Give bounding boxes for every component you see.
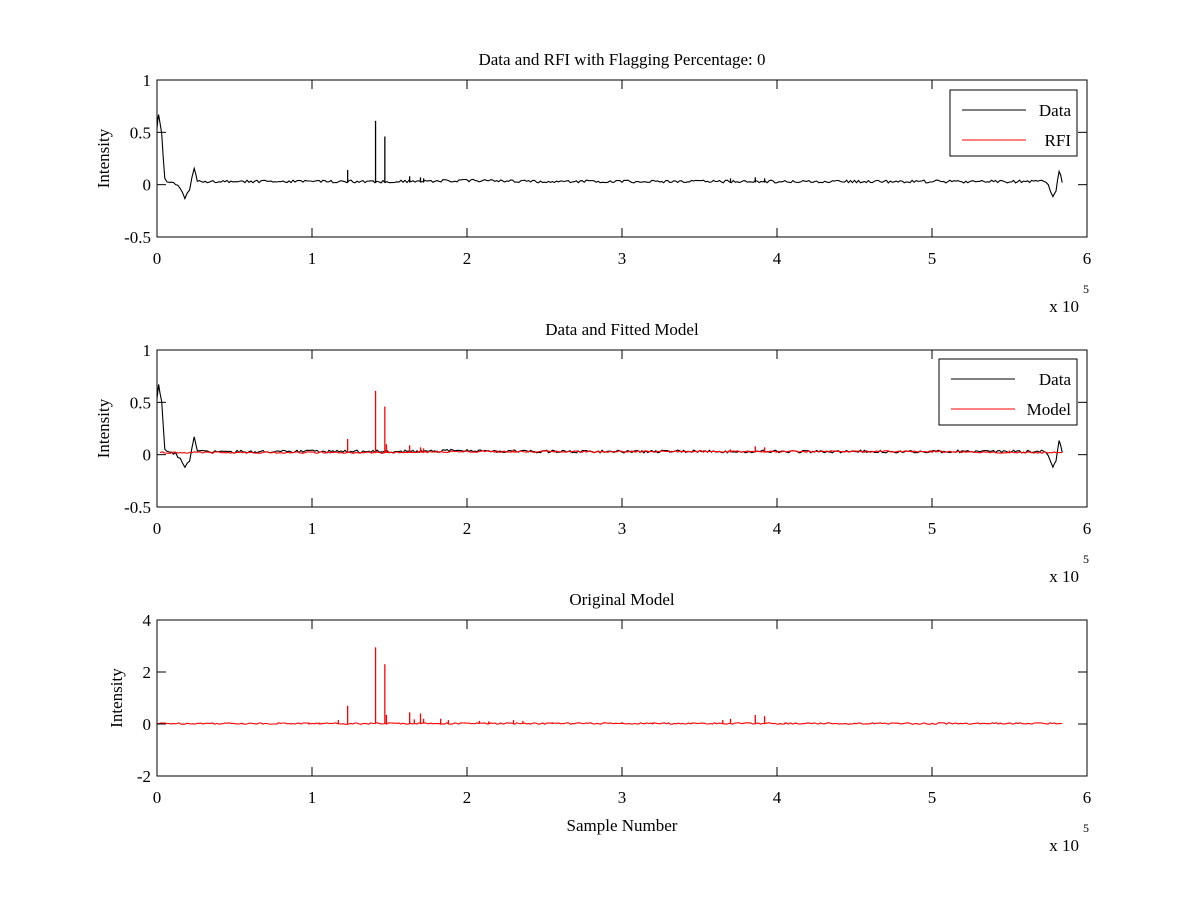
plot-area-frame xyxy=(156,349,1088,508)
x-tick-label: 2 xyxy=(463,788,472,807)
x-multiplier-base: x 10 xyxy=(1049,836,1079,855)
series-model xyxy=(159,390,1063,455)
y-tick-label: 0.5 xyxy=(130,123,151,142)
x-tick-label: 0 xyxy=(153,788,162,807)
x-tick-label: 2 xyxy=(463,249,472,268)
y-tick-label: 1 xyxy=(143,341,152,360)
x-tick-label: 1 xyxy=(308,788,317,807)
y-tick-label: 0 xyxy=(143,446,152,465)
x-axis-label: Sample Number xyxy=(567,816,678,835)
x-tick-label: 4 xyxy=(773,519,782,538)
x-tick-label: 1 xyxy=(308,249,317,268)
x-tick-label: 6 xyxy=(1083,788,1092,807)
x-tick-label: 2 xyxy=(463,519,472,538)
chart-title: Data and RFI with Flagging Percentage: 0 xyxy=(478,50,765,69)
x-tick-label: 4 xyxy=(773,249,782,268)
x-multiplier-base: x 10 xyxy=(1049,567,1079,586)
y-axis-label: Intensity xyxy=(94,398,113,458)
series-line xyxy=(156,114,1063,201)
x-tick-label: 3 xyxy=(618,249,627,268)
x-tick-label: 3 xyxy=(618,788,627,807)
legend-box xyxy=(949,89,1078,157)
x-tick-label: 6 xyxy=(1083,249,1092,268)
x-multiplier-exponent: 5 xyxy=(1083,552,1089,566)
legend-label: Model xyxy=(1027,400,1072,419)
y-tick-label: 1 xyxy=(143,71,152,90)
y-tick-label: 0 xyxy=(143,176,152,195)
x-tick-label: 1 xyxy=(308,519,317,538)
legend-label: Data xyxy=(1039,370,1072,389)
y-axis-label: Intensity xyxy=(107,668,126,728)
y-tick-label: -0.5 xyxy=(124,498,151,517)
chart-title: Data and Fitted Model xyxy=(545,320,699,339)
chart-title: Original Model xyxy=(569,590,675,609)
y-axis-label: Intensity xyxy=(94,128,113,188)
plot-area-frame xyxy=(156,79,1088,238)
x-multiplier-exponent: 5 xyxy=(1083,821,1089,835)
series-data xyxy=(156,114,1063,201)
y-tick-label: 4 xyxy=(143,611,152,630)
series-line xyxy=(157,722,1063,725)
y-tick-label: 2 xyxy=(143,663,152,682)
x-multiplier-exponent: 5 xyxy=(1083,282,1089,296)
series-model-1 xyxy=(157,647,1063,725)
x-tick-label: 5 xyxy=(928,249,937,268)
legend: Data Model xyxy=(938,358,1078,426)
legend-label: Data xyxy=(1039,101,1072,120)
y-tick-label: 0.5 xyxy=(130,393,151,412)
y-tick-label: 0 xyxy=(143,715,152,734)
legend-label: RFI xyxy=(1045,131,1072,150)
x-tick-label: 6 xyxy=(1083,519,1092,538)
x-tick-label: 3 xyxy=(618,519,627,538)
y-tick-label: -0.5 xyxy=(124,228,151,247)
y-tick-label: -2 xyxy=(137,767,151,786)
x-tick-label: 0 xyxy=(153,249,162,268)
legend-box xyxy=(938,358,1078,426)
x-multiplier-base: x 10 xyxy=(1049,297,1079,316)
x-tick-label: 4 xyxy=(773,788,782,807)
legend: Data RFI xyxy=(949,89,1078,157)
x-tick-label: 0 xyxy=(153,519,162,538)
x-tick-label: 5 xyxy=(928,519,937,538)
x-tick-label: 5 xyxy=(928,788,937,807)
plot-area-frame xyxy=(156,619,1088,777)
series-line xyxy=(159,450,1063,455)
